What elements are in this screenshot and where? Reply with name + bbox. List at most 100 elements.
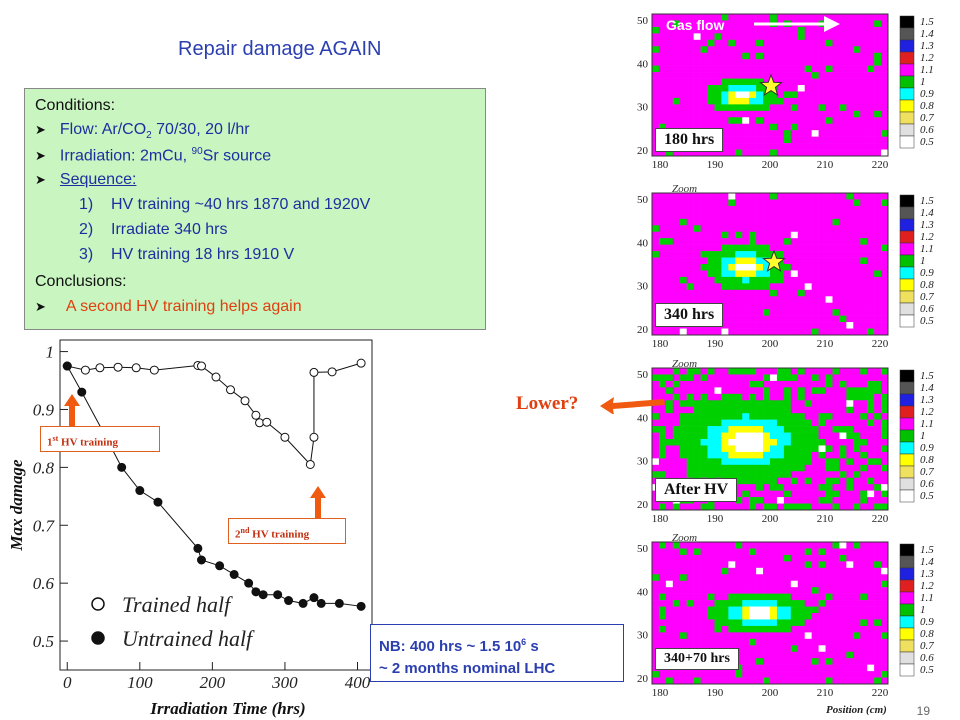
heatmap-cell xyxy=(770,490,778,498)
heatmap-cell xyxy=(860,78,868,86)
heatmap-cell xyxy=(749,65,757,73)
heatmap-cell xyxy=(860,283,868,291)
heatmap-cell xyxy=(797,432,806,440)
heatmap-cell xyxy=(770,600,778,607)
heatmap-cell xyxy=(707,251,715,258)
heatmap-cell xyxy=(832,212,840,220)
heatmap-cell xyxy=(652,426,660,433)
heatmap-cell xyxy=(735,567,743,575)
heatmap-cell xyxy=(693,276,701,284)
heatmap-cell xyxy=(728,231,736,239)
heatmap-cell xyxy=(714,593,722,601)
heatmap-cell xyxy=(742,104,750,112)
heatmap-cell xyxy=(881,554,889,562)
heatmap-cell xyxy=(756,606,764,614)
heatmap-cell xyxy=(700,212,708,220)
heatmap-cell xyxy=(763,315,771,323)
heatmap-cell xyxy=(700,458,708,466)
heatmap-cell xyxy=(742,432,750,440)
heatmap-cell xyxy=(672,606,681,614)
heatmap-cell xyxy=(811,439,819,446)
heatmap-cell xyxy=(742,91,750,99)
heatmap-cell xyxy=(742,374,750,382)
heatmap-cell xyxy=(804,315,812,323)
heatmap-cell xyxy=(749,91,757,99)
heatmap-cell xyxy=(665,78,674,86)
heatmap-cell xyxy=(874,149,882,157)
heatmap-cell xyxy=(853,193,861,200)
heatmap-cell xyxy=(700,432,708,440)
heatmap-cell xyxy=(700,244,708,252)
heatmap-cell xyxy=(721,264,729,271)
heatmap-cell xyxy=(874,380,882,388)
heatmap-cell xyxy=(756,632,764,640)
heatmap-cell xyxy=(818,264,826,271)
heatmap-cell xyxy=(867,671,875,678)
heatmap-cell xyxy=(867,85,875,92)
heatmap-cell xyxy=(797,52,806,60)
heatmap-cell xyxy=(658,542,667,549)
heatmap-cell xyxy=(742,199,750,207)
heatmap-cell xyxy=(783,413,792,420)
condition-sequence: ➤ Sequence: xyxy=(35,171,137,188)
heatmap-cell xyxy=(797,567,806,575)
heatmap-cell xyxy=(776,368,785,375)
heatmap-cell xyxy=(700,296,708,304)
heatmap-cell xyxy=(860,270,868,278)
heatmap-cell xyxy=(742,315,750,323)
heatmap-cell xyxy=(735,542,743,549)
heatmap-cell xyxy=(860,46,868,54)
heatmap-cell xyxy=(790,458,799,466)
heatmap-cell xyxy=(790,619,799,627)
heatmap-cell xyxy=(763,600,771,607)
heatmap-cell xyxy=(672,387,681,395)
heatmap-cell xyxy=(776,374,785,382)
heatmap-cell xyxy=(672,296,681,304)
heatmap-cell xyxy=(797,638,806,646)
heatmap-cell xyxy=(804,574,812,582)
heatmap-cell xyxy=(818,123,826,131)
heatmap-cell xyxy=(846,368,854,375)
heatmap-cell xyxy=(860,14,868,21)
heatmap-cell xyxy=(721,368,729,375)
heatmap-cell xyxy=(804,548,812,556)
heatmap-cell xyxy=(867,490,875,498)
y-tick-label: 0.6 xyxy=(33,574,55,593)
colorbar-tick: 1.4 xyxy=(920,556,934,568)
heatmap-cell xyxy=(811,26,819,34)
heatmap-cell xyxy=(693,625,701,633)
heatmap-cell xyxy=(783,143,792,150)
heatmap-cell xyxy=(707,52,715,60)
heatmap-cell xyxy=(839,143,847,150)
heatmap-cell xyxy=(693,238,701,245)
heatmap-cell xyxy=(846,426,854,433)
heatmap-cell xyxy=(770,244,778,252)
heatmap-cell xyxy=(839,567,847,575)
heatmap-cell xyxy=(700,264,708,271)
heatmap-cell xyxy=(735,97,743,105)
heatmap-cell xyxy=(867,26,875,34)
heatmap-cell xyxy=(853,123,861,131)
heatmap-cell xyxy=(832,205,840,213)
heatmap-cell xyxy=(707,193,715,200)
heatmap-cell xyxy=(652,593,660,601)
heatmap-cell xyxy=(700,46,708,54)
heatmap-cell xyxy=(832,97,840,105)
heatmap-cell xyxy=(714,632,722,640)
heatmap-cell xyxy=(728,33,736,41)
heatmap-cell xyxy=(832,117,840,125)
heatmap-cell xyxy=(839,374,847,382)
heatmap-cell xyxy=(749,212,757,220)
heatmap-cell xyxy=(881,490,889,498)
untrained-point xyxy=(334,598,344,608)
heatmap-cell xyxy=(693,471,701,479)
heatmap-cell xyxy=(867,199,875,207)
heatmap-cell xyxy=(693,374,701,382)
heatmap-cell xyxy=(679,257,688,265)
star-icon xyxy=(759,73,783,97)
heatmap-cell xyxy=(770,97,778,105)
heatmap-cell xyxy=(776,619,785,627)
heatmap-cell xyxy=(658,270,667,278)
heatmap-cell xyxy=(707,393,715,401)
heatmap-cell xyxy=(818,231,826,239)
